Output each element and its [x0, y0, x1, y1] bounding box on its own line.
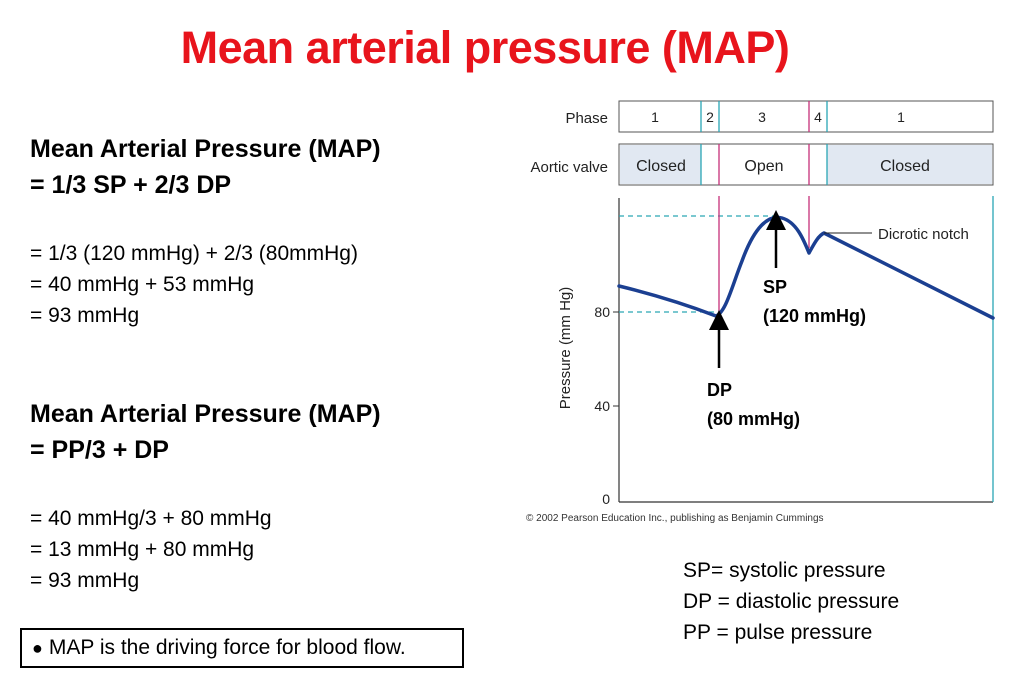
formula-expression: = 1/3 SP + 2/3 DP — [30, 171, 232, 199]
y-tick-label: 0 — [602, 491, 610, 507]
map-formula-pulse-pressure: Mean Arterial Pressure (MAP) = PP/3 + DP — [30, 396, 381, 468]
y-tick-label: 80 — [594, 304, 610, 320]
phase-number: 1 — [651, 109, 659, 125]
calculation-two: = 40 mmHg/3 + 80 mmHg = 13 mmHg + 80 mmH… — [30, 503, 272, 596]
aortic-pressure-figure: Phase 1 2 3 4 1 Aortic valve Closed Open… — [526, 100, 995, 524]
calculation-one: = 1/3 (120 mmHg) + 2/3 (80mmHg) = 40 mmH… — [30, 238, 358, 331]
calc-step: = 93 mmHg — [30, 304, 140, 327]
phase-number: 4 — [814, 109, 822, 125]
formula-heading: Mean Arterial Pressure (MAP) — [30, 400, 381, 428]
valve-state: Open — [744, 158, 783, 175]
sp-label: SP — [763, 277, 787, 297]
valve-row-label: Aortic valve — [530, 159, 608, 176]
calc-step: = 93 mmHg — [30, 569, 140, 592]
valve-closed-shading — [620, 145, 701, 184]
legend-item: DP = diastolic pressure — [683, 590, 900, 613]
sp-value: (120 mmHg) — [763, 306, 866, 326]
calc-step: = 40 mmHg + 53 mmHg — [30, 273, 255, 296]
note-text: MAP is the driving force for blood flow. — [48, 636, 406, 659]
abbreviation-legend: SP= systolic pressure DP = diastolic pre… — [683, 555, 899, 648]
page-title: Mean arterial pressure (MAP) — [180, 22, 790, 73]
y-axis-label: Pressure (mm Hg) — [557, 287, 574, 410]
key-note-box: ● MAP is the driving force for blood flow… — [20, 628, 464, 668]
dp-label: DP — [707, 380, 732, 400]
figure-copyright: © 2002 Pearson Education Inc., publishin… — [526, 513, 824, 524]
valve-closed-shading — [827, 145, 992, 184]
bullet-icon: ● — [32, 638, 43, 658]
valve-state: Closed — [880, 158, 930, 175]
phase-row-box — [618, 100, 994, 133]
legend-item: PP = pulse pressure — [683, 621, 873, 644]
formula-expression: = PP/3 + DP — [30, 436, 169, 464]
calc-step: = 13 mmHg + 80 mmHg — [30, 538, 255, 561]
phase-row-label: Phase — [565, 110, 608, 127]
aortic-pressure-curve — [617, 215, 995, 320]
valve-state: Closed — [636, 158, 686, 175]
phase-number: 2 — [706, 109, 714, 125]
map-formula-one-third: Mean Arterial Pressure (MAP) = 1/3 SP + … — [30, 131, 381, 203]
calc-step: = 1/3 (120 mmHg) + 2/3 (80mmHg) — [30, 242, 358, 265]
dicrotic-notch-label: Dicrotic notch — [878, 226, 969, 243]
dp-value: (80 mmHg) — [707, 409, 800, 429]
calc-step: = 40 mmHg/3 + 80 mmHg — [30, 507, 272, 530]
formula-heading: Mean Arterial Pressure (MAP) — [30, 135, 381, 163]
phase-number: 1 — [897, 109, 905, 125]
legend-item: SP= systolic pressure — [683, 559, 886, 582]
y-tick-label: 40 — [594, 398, 610, 414]
phase-number: 3 — [758, 109, 766, 125]
